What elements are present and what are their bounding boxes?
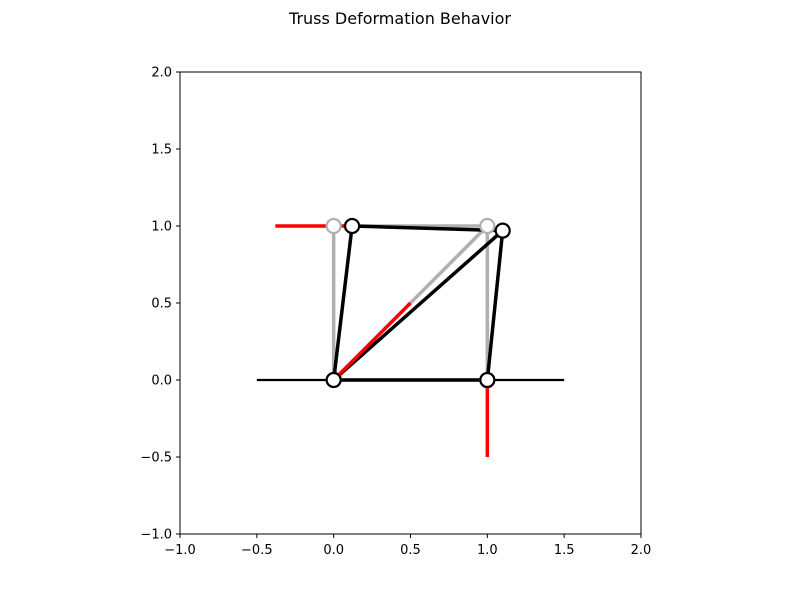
chart-title: Truss Deformation Behavior — [289, 9, 511, 28]
x-tick-label: 1.0 — [477, 543, 498, 558]
deformed-member — [485, 228, 505, 382]
y-tick-label: 1.0 — [151, 220, 172, 235]
x-tick-label: 0.0 — [323, 543, 344, 558]
x-tick-label: 1.5 — [554, 543, 575, 558]
deformed-node — [344, 217, 361, 235]
y-tick-label: 0.5 — [151, 297, 172, 312]
deformed-truss — [331, 224, 505, 382]
ticks-layer: −1.0 −0.5 0.0 0.5 1.0 1.5 2.0 −1.0 −0.5 0.0 0.5 1.0… — [140, 66, 651, 559]
undeformed-node — [479, 217, 496, 235]
force-arrows — [275, 222, 492, 457]
y-tick-label: 0.0 — [151, 374, 172, 389]
y-tick-label: −1.0 — [140, 528, 172, 543]
deformed-member — [331, 224, 354, 382]
deformed-member — [350, 224, 505, 233]
deformed-node — [494, 222, 511, 239]
deformed-member — [331, 228, 505, 382]
y-tick-label: −0.5 — [140, 451, 172, 466]
x-tick-label: −1.0 — [164, 543, 196, 558]
deformed-node — [325, 371, 342, 389]
y-tick-label: 2.0 — [151, 66, 172, 81]
x-tick-label: 2.0 — [631, 543, 652, 558]
force-arrow — [332, 301, 412, 382]
truss-nodes — [325, 217, 511, 389]
axes-frame — [179, 71, 642, 535]
x-tick-label: −0.5 — [241, 543, 273, 558]
y-tick-label: 1.5 — [151, 143, 172, 158]
deformed-node — [479, 371, 496, 389]
undeformed-node — [325, 217, 342, 235]
x-tick-label: 0.5 — [400, 543, 421, 558]
